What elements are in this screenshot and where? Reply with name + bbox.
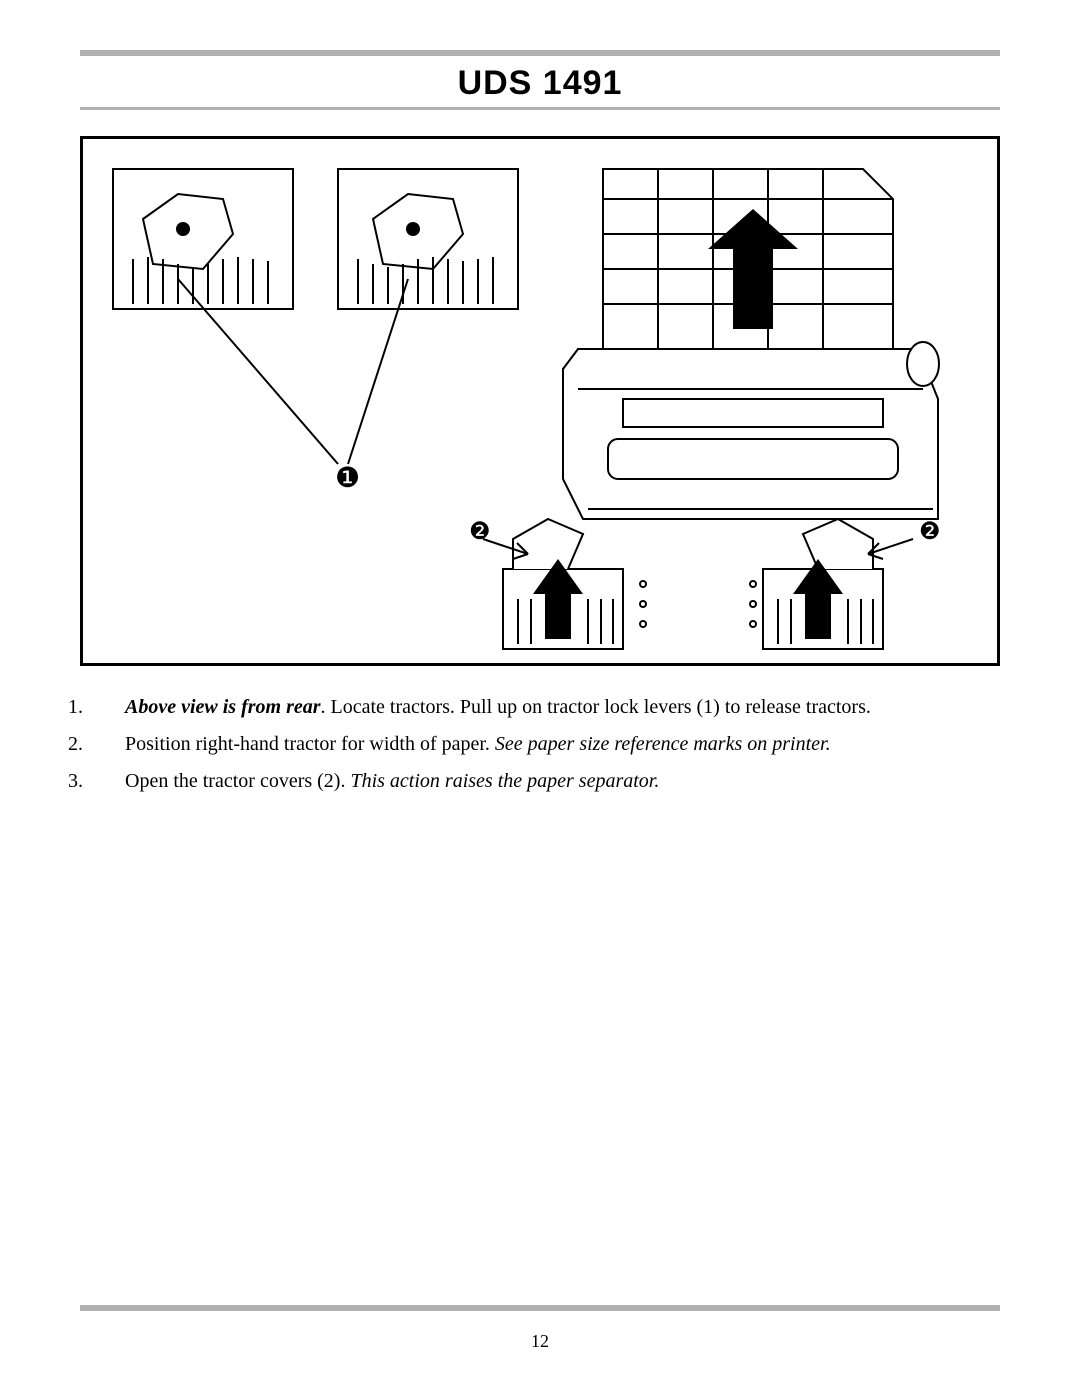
step-text: Position right-hand tractor for width of…: [125, 733, 495, 755]
step-text: . Locate tractors. Pull up on tractor lo…: [321, 696, 871, 718]
figure-panel: ❶ ❷ ❷: [80, 136, 1000, 666]
figure-svg: ❶ ❷ ❷: [83, 139, 997, 663]
bottom-rule: [80, 1305, 1000, 1311]
footer: 12: [80, 1305, 1000, 1352]
step-italic: This action raises the paper separator.: [350, 770, 659, 792]
step-number: 1.: [98, 692, 120, 723]
top-rule: [80, 50, 1000, 56]
callout-2-right: ❷: [919, 518, 941, 545]
callout-2-left: ❷: [469, 518, 491, 545]
step-italic: See paper size reference marks on printe…: [495, 733, 831, 755]
step-lead: Above view is from rear: [125, 696, 321, 718]
step-2: 2. Position right-hand tractor for width…: [80, 729, 1000, 760]
page-number: 12: [80, 1331, 1000, 1352]
title-underline: [80, 107, 1000, 110]
step-3: 3. Open the tractor covers (2). This act…: [80, 766, 1000, 797]
callout-1: ❶: [335, 462, 360, 493]
step-text: Open the tractor covers (2).: [125, 770, 350, 792]
page-title: UDS 1491: [458, 64, 623, 102]
step-1: 1. Above view is from rear. Locate tract…: [80, 692, 1000, 723]
instruction-list: 1. Above view is from rear. Locate tract…: [80, 692, 1000, 797]
manual-page: UDS 1491: [0, 0, 1080, 1397]
step-number: 3.: [98, 766, 120, 797]
header: UDS 1491: [80, 64, 1000, 103]
step-number: 2.: [98, 729, 120, 760]
